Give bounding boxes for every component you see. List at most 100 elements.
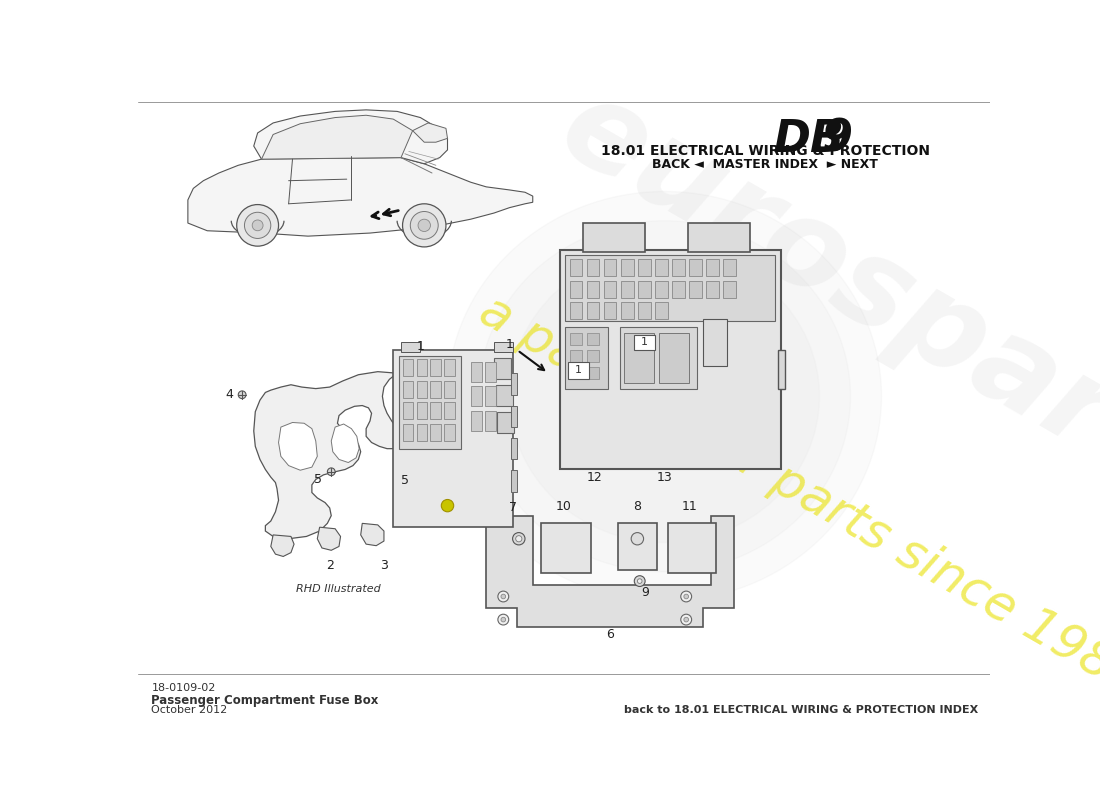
Text: 3: 3 bbox=[379, 559, 388, 572]
Bar bbox=[403, 402, 414, 419]
Ellipse shape bbox=[478, 221, 850, 572]
Bar bbox=[570, 333, 582, 346]
Bar bbox=[706, 259, 718, 276]
Bar bbox=[403, 381, 414, 398]
Circle shape bbox=[681, 591, 692, 602]
Bar bbox=[494, 342, 513, 352]
Text: 1: 1 bbox=[641, 338, 648, 347]
Polygon shape bbox=[412, 123, 448, 142]
Polygon shape bbox=[254, 372, 402, 538]
Bar bbox=[512, 373, 517, 394]
Text: 5: 5 bbox=[315, 473, 322, 486]
Bar bbox=[587, 302, 600, 319]
Bar bbox=[430, 402, 441, 419]
Bar bbox=[512, 470, 517, 492]
Bar bbox=[485, 411, 495, 431]
Bar bbox=[583, 223, 645, 252]
Bar bbox=[570, 367, 582, 379]
Polygon shape bbox=[486, 516, 735, 627]
Bar bbox=[724, 281, 736, 298]
Bar bbox=[568, 362, 590, 378]
Bar bbox=[494, 358, 512, 379]
Bar bbox=[417, 381, 427, 398]
Circle shape bbox=[498, 614, 508, 625]
Bar bbox=[444, 381, 455, 398]
Text: 12: 12 bbox=[587, 470, 603, 484]
Bar bbox=[485, 362, 495, 382]
Bar bbox=[570, 281, 582, 298]
Bar bbox=[703, 319, 726, 366]
Bar bbox=[669, 523, 716, 574]
Circle shape bbox=[239, 391, 246, 398]
Text: DB: DB bbox=[773, 118, 844, 161]
Bar bbox=[706, 281, 718, 298]
Polygon shape bbox=[254, 110, 448, 164]
Bar bbox=[471, 362, 482, 382]
Bar bbox=[638, 302, 650, 319]
Bar bbox=[638, 281, 650, 298]
Text: 1: 1 bbox=[575, 365, 582, 375]
Bar bbox=[444, 424, 455, 441]
Text: 5: 5 bbox=[400, 474, 409, 487]
Text: 10: 10 bbox=[556, 500, 572, 513]
Text: 2: 2 bbox=[326, 559, 333, 572]
Text: back to 18.01 ELECTRICAL WIRING & PROTECTION INDEX: back to 18.01 ELECTRICAL WIRING & PROTEC… bbox=[624, 705, 978, 715]
Bar bbox=[659, 333, 689, 383]
Polygon shape bbox=[317, 527, 341, 550]
Bar bbox=[403, 424, 414, 441]
Bar bbox=[570, 350, 582, 362]
Bar bbox=[512, 406, 517, 427]
Circle shape bbox=[516, 536, 521, 542]
Text: 6: 6 bbox=[606, 629, 614, 642]
Text: RHD Illustrated: RHD Illustrated bbox=[296, 584, 381, 594]
Circle shape bbox=[328, 468, 336, 476]
Text: 9: 9 bbox=[821, 118, 852, 161]
Text: 8: 8 bbox=[634, 500, 641, 513]
Polygon shape bbox=[271, 535, 294, 557]
Bar bbox=[444, 359, 455, 376]
Text: 9: 9 bbox=[641, 586, 649, 599]
Circle shape bbox=[684, 594, 689, 599]
Polygon shape bbox=[262, 115, 412, 159]
Bar bbox=[690, 259, 702, 276]
Bar bbox=[403, 359, 414, 376]
Bar bbox=[430, 381, 441, 398]
Ellipse shape bbox=[509, 250, 820, 542]
Circle shape bbox=[418, 219, 430, 231]
Bar bbox=[621, 302, 634, 319]
Text: 18-0109-02: 18-0109-02 bbox=[152, 682, 216, 693]
Text: 13: 13 bbox=[657, 470, 672, 484]
Bar bbox=[619, 327, 697, 389]
Bar bbox=[634, 334, 656, 350]
Bar bbox=[394, 350, 514, 527]
Circle shape bbox=[410, 211, 438, 239]
Circle shape bbox=[684, 618, 689, 622]
Text: 1: 1 bbox=[417, 340, 425, 353]
Bar bbox=[618, 523, 657, 570]
Bar bbox=[570, 259, 582, 276]
Bar bbox=[778, 350, 785, 389]
Circle shape bbox=[637, 578, 642, 583]
Text: BACK ◄  MASTER INDEX  ► NEXT: BACK ◄ MASTER INDEX ► NEXT bbox=[652, 158, 878, 170]
Bar bbox=[565, 255, 774, 321]
Circle shape bbox=[631, 533, 644, 545]
Text: 11: 11 bbox=[681, 500, 697, 513]
Bar bbox=[565, 327, 608, 389]
Bar bbox=[540, 523, 591, 574]
Circle shape bbox=[244, 212, 271, 238]
Bar bbox=[621, 259, 634, 276]
Polygon shape bbox=[278, 422, 317, 470]
Bar bbox=[417, 402, 427, 419]
Bar bbox=[402, 342, 419, 352]
Bar bbox=[672, 281, 684, 298]
Bar bbox=[688, 223, 750, 252]
Bar bbox=[570, 302, 582, 319]
Bar bbox=[656, 302, 668, 319]
Bar bbox=[471, 411, 482, 431]
Text: October 2012: October 2012 bbox=[152, 705, 228, 715]
Circle shape bbox=[635, 576, 645, 586]
Circle shape bbox=[403, 204, 446, 247]
Bar bbox=[587, 367, 600, 379]
Bar bbox=[512, 438, 517, 459]
Polygon shape bbox=[331, 424, 359, 462]
